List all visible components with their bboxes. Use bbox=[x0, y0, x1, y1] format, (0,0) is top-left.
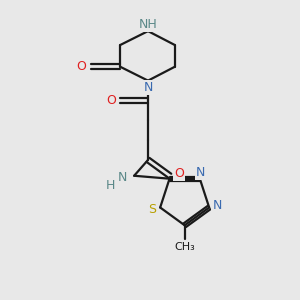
Text: O: O bbox=[106, 94, 116, 107]
Text: CH₃: CH₃ bbox=[174, 242, 195, 252]
Text: O: O bbox=[77, 60, 87, 73]
Text: N: N bbox=[118, 171, 127, 184]
Text: S: S bbox=[148, 203, 156, 216]
Text: O: O bbox=[174, 167, 184, 180]
Text: NH: NH bbox=[139, 18, 158, 31]
Text: N: N bbox=[212, 199, 222, 212]
Text: N: N bbox=[143, 81, 153, 94]
Text: N: N bbox=[196, 166, 206, 179]
Text: H: H bbox=[106, 179, 115, 192]
